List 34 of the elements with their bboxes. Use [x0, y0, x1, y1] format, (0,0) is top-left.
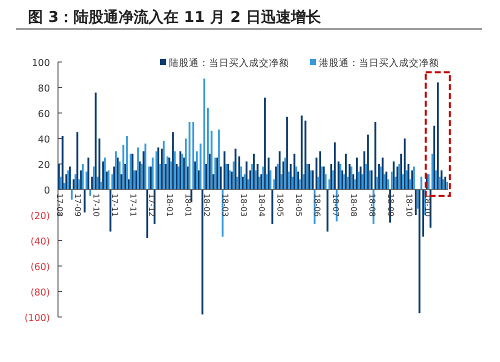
y-tick-label: 60	[38, 109, 50, 120]
x-tick-label: 17-11	[110, 194, 120, 217]
x-tick-label: 18-03	[220, 194, 230, 217]
x-tick-label: 18-04	[257, 194, 266, 217]
x-tick-label: 18-03	[238, 194, 248, 217]
x-tick-label: 18-08	[368, 194, 377, 217]
x-tick-label: 18-05	[276, 194, 285, 217]
x-tick-label: 18-02	[202, 194, 212, 217]
legend-label: 陆股通：当日买入成交净额	[169, 57, 289, 69]
x-tick-label: 17-09	[73, 194, 82, 217]
y-tick-label: (100)	[24, 313, 50, 324]
y-tick-label: (80)	[30, 288, 50, 298]
x-tick-label: 17-11	[128, 194, 138, 217]
x-tick-label: 17-10	[92, 194, 101, 217]
y-tick-label: 40	[38, 134, 50, 146]
x-tick-label: 18-01	[165, 194, 174, 217]
x-tick-label: 17-12	[146, 194, 156, 217]
x-tick-label: 18-07	[330, 194, 340, 217]
x-tick-label: 18-10	[404, 194, 414, 217]
x-tick-label: 18-08	[349, 194, 358, 217]
x-tick-label: 17-08	[54, 194, 64, 217]
x-tick-label: 18-01	[184, 194, 193, 217]
y-tick-label: (20)	[30, 211, 50, 222]
x-tick-label: 18-06	[312, 194, 322, 217]
legend-label: 港股通：当日买入成交净额	[319, 57, 439, 69]
y-tick-label: 20	[38, 160, 50, 171]
x-tick-label: 18-05	[294, 194, 303, 217]
x-tick-label: 18-09	[386, 194, 395, 217]
y-tick-label: 0	[44, 186, 50, 196]
chart-title: 图 3：陆股通净流入在 11 月 2 日迅速增长	[28, 8, 322, 26]
y-tick-label: (60)	[30, 262, 50, 273]
y-tick-label: 80	[38, 84, 50, 94]
y-tick-label: 100	[32, 58, 50, 69]
y-tick-label: (40)	[30, 236, 50, 248]
